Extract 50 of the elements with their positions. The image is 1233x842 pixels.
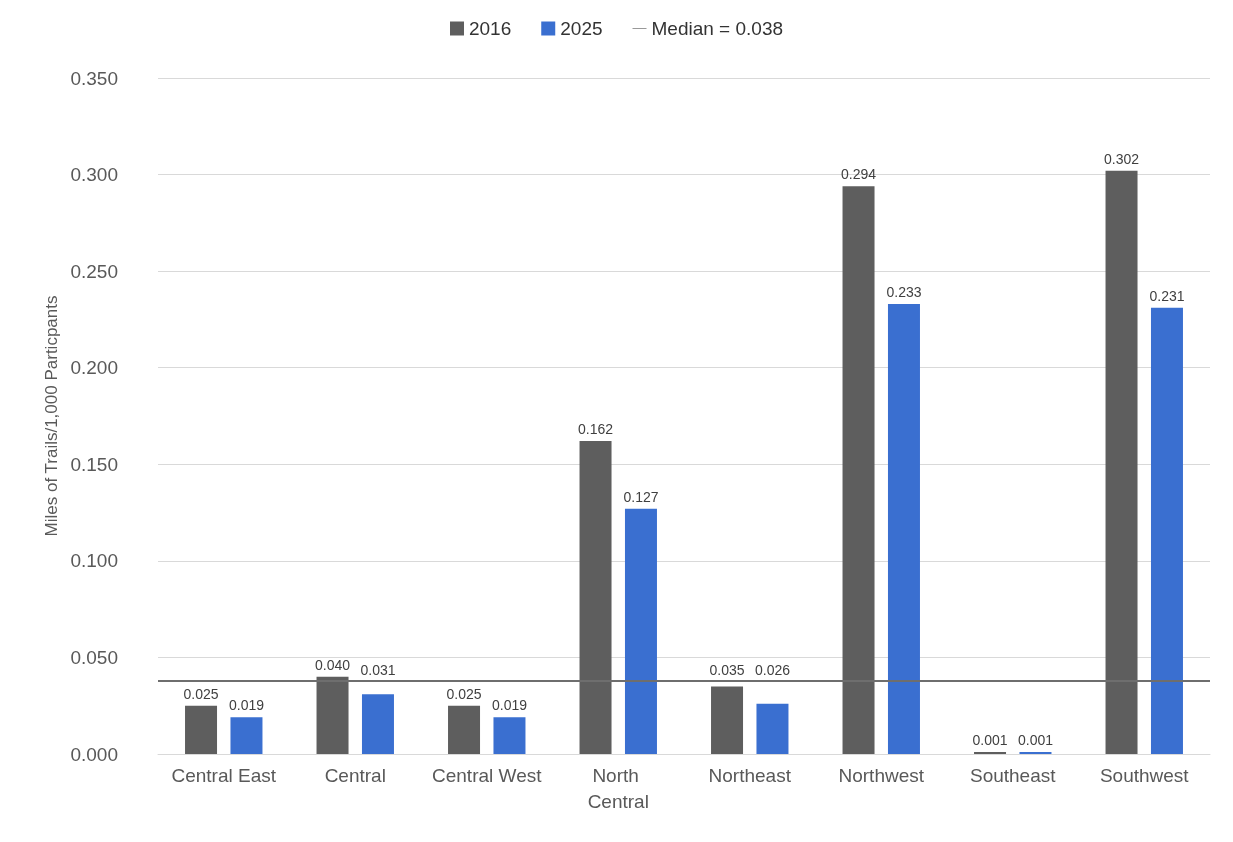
y-axis-title: Miles of Trails/1,000 Particpants (41, 295, 61, 537)
bar (1105, 170, 1138, 754)
data-label: 0.035 (709, 661, 745, 678)
bar (448, 705, 481, 754)
x-tick-label: Central West (432, 764, 543, 786)
bar (842, 186, 875, 754)
y-tick-label: 0.200 (70, 357, 118, 379)
legend-label: 2025 (560, 18, 603, 39)
data-label: 0.302 (1104, 150, 1140, 167)
data-label: 0.001 (1017, 732, 1054, 749)
data-label: 0.025 (183, 685, 219, 702)
data-label: 0.019 (228, 697, 265, 714)
data-label: 0.127 (623, 488, 659, 505)
y-tick-label: 0.050 (70, 646, 118, 668)
bar (361, 694, 394, 754)
legend-label: Median = 0.038 (651, 18, 784, 39)
y-tick-label: 0.000 (70, 743, 118, 765)
data-label: 0.031 (360, 661, 396, 678)
y-tick-label: 0.350 (70, 67, 118, 89)
x-tick-label: Northwest (838, 764, 925, 786)
bar (887, 303, 920, 754)
x-tick-label: Central East (171, 764, 277, 786)
bar (185, 705, 218, 754)
bar (711, 686, 744, 754)
data-label: 0.025 (446, 685, 482, 702)
x-tick-label: Southwest (1099, 764, 1190, 786)
y-tick-label: 0.100 (70, 550, 118, 572)
bar (756, 703, 789, 754)
bar (230, 717, 263, 754)
y-tick-label: 0.150 (70, 453, 118, 475)
legend-label: 2016 (468, 18, 512, 39)
bar (316, 676, 349, 754)
x-tick-label: North Central (587, 764, 649, 812)
bar (624, 508, 657, 754)
data-label: 0.233 (886, 283, 922, 300)
y-tick-label: 0.250 (70, 260, 118, 282)
data-label: 0.162 (578, 421, 614, 438)
bar (493, 717, 526, 754)
data-label: 0.019 (491, 697, 528, 714)
data-label: 0.040 (315, 656, 351, 673)
data-label: 0.294 (841, 166, 877, 183)
y-tick-label: 0.300 (70, 164, 118, 186)
x-tick-label: Southeast (969, 764, 1057, 786)
bar (579, 441, 612, 754)
data-label: 0.026 (754, 661, 791, 678)
data-label: 0.001 (972, 732, 1008, 749)
x-tick-label: Northeast (708, 764, 792, 786)
x-tick-label: Central (324, 764, 386, 786)
bar (1150, 307, 1183, 754)
data-label: 0.231 (1149, 287, 1185, 304)
